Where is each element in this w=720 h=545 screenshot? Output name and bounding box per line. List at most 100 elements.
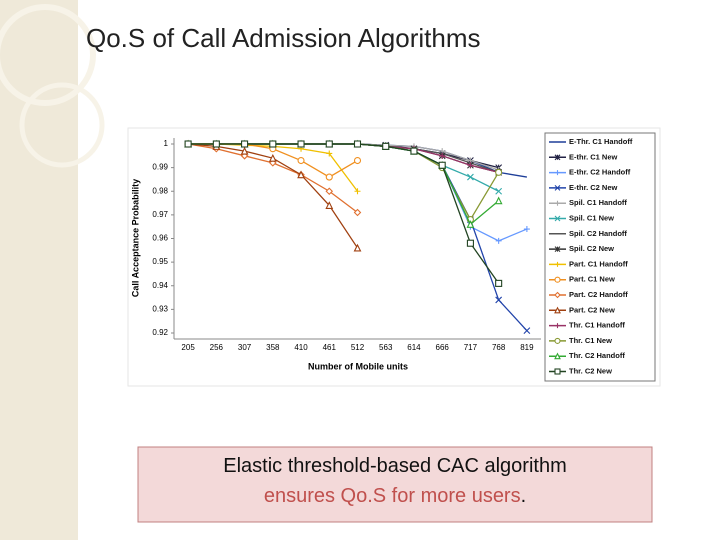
legend-marker <box>554 246 561 252</box>
data-point <box>410 147 418 155</box>
x-tick-label: 256 <box>210 343 224 352</box>
legend-label: Spil. C2 Handoff <box>569 229 627 238</box>
legend-label: Part. C2 Handoff <box>569 290 628 299</box>
data-point <box>325 201 334 209</box>
legend-marker <box>554 337 561 344</box>
caption-line: Elastic threshold-based CAC algorithm <box>223 455 567 477</box>
decor-circle <box>19 82 105 168</box>
caption-line: ensures Qo.S for more users. <box>264 485 526 507</box>
data-point <box>353 208 362 217</box>
data-point <box>297 156 305 165</box>
data-point <box>467 162 474 169</box>
y-tick-label: 0.94 <box>152 281 168 290</box>
data-point <box>325 173 333 181</box>
x-tick-label: 819 <box>520 343 534 352</box>
x-axis-label: Number of Mobile units <box>308 361 408 371</box>
legend-marker <box>555 200 560 206</box>
data-point <box>495 296 503 304</box>
y-tick-label: 0.92 <box>152 328 168 337</box>
legend-marker <box>554 352 561 360</box>
data-point <box>184 140 192 148</box>
legend-marker <box>554 291 561 299</box>
decor-circle <box>0 4 96 106</box>
data-point <box>325 140 333 148</box>
series-line <box>188 143 500 284</box>
x-tick-label: 307 <box>238 343 252 352</box>
data-point <box>523 226 530 233</box>
data-point <box>240 146 249 155</box>
legend-label: Thr. C2 Handoff <box>569 351 625 360</box>
legend-label: Spil. C2 New <box>569 244 614 253</box>
data-point <box>297 170 305 179</box>
y-tick-label: 0.97 <box>152 210 168 219</box>
y-tick-label: 0.93 <box>152 304 168 313</box>
data-point <box>523 327 531 335</box>
y-tick-label: 0.95 <box>152 257 168 266</box>
caption-text: Elastic threshold-based CAC algorithm <box>223 455 567 477</box>
data-point <box>495 168 503 176</box>
legend-box <box>544 132 656 382</box>
legend-marker <box>554 154 561 161</box>
legend-marker <box>555 170 560 176</box>
data-point <box>212 140 220 148</box>
y-tick-label: 0.98 <box>152 186 168 195</box>
slide-title: Qo.S of Call Admission Algorithms <box>86 23 481 53</box>
legend-marker <box>554 276 561 283</box>
legend-label: Thr. C1 Handoff <box>569 321 625 330</box>
y-tick-label: 0.96 <box>152 234 168 243</box>
legend-marker <box>554 185 561 191</box>
x-tick-label: 563 <box>379 343 393 352</box>
y-tick-label: 0.99 <box>152 163 168 172</box>
x-tick-label: 768 <box>492 343 506 352</box>
y-axis-label: Call Acceptance Probability <box>130 179 140 297</box>
data-point <box>495 187 503 195</box>
data-point <box>494 196 503 205</box>
data-point <box>466 239 474 247</box>
legend-marker <box>554 368 561 375</box>
data-point <box>439 152 446 159</box>
legend-label: Part. C1 Handoff <box>569 259 628 268</box>
data-point <box>382 142 390 150</box>
x-tick-label: 717 <box>464 343 478 352</box>
legend-label: Part. C1 New <box>569 275 615 284</box>
x-tick-label: 410 <box>294 343 308 352</box>
data-point <box>297 140 305 148</box>
data-point <box>495 279 503 287</box>
legend-marker <box>554 306 561 314</box>
legend-label: Spil. C1 New <box>569 213 614 222</box>
caption-text: . <box>521 485 527 507</box>
x-tick-label: 461 <box>323 343 337 352</box>
data-point <box>495 237 502 244</box>
data-point <box>467 173 474 181</box>
legend-label: E-Thr. C1 Handoff <box>569 137 633 146</box>
side-strip <box>0 0 78 540</box>
legend-label: Part. C2 New <box>569 305 615 314</box>
data-point <box>241 140 249 148</box>
caption-box <box>137 446 653 523</box>
data-point <box>466 220 475 228</box>
legend-marker <box>555 323 560 329</box>
legend-label: Spil. C1 Handoff <box>569 198 627 207</box>
legend-marker <box>555 261 560 267</box>
x-tick-label: 614 <box>407 343 421 352</box>
x-tick-label: 358 <box>266 343 280 352</box>
data-point <box>269 140 277 148</box>
x-tick-label: 205 <box>181 343 195 352</box>
legend-label: E-thr. C2 New <box>569 183 618 192</box>
legend-marker <box>554 215 561 222</box>
data-point <box>326 150 333 157</box>
legend-label: Thr. C2 New <box>569 366 612 375</box>
data-point <box>268 153 277 162</box>
caption-text: ensures Qo.S for more users <box>264 485 521 507</box>
data-point <box>354 188 361 195</box>
y-tick-label: 1 <box>164 139 169 148</box>
legend-label: E-thr. C1 New <box>569 152 618 161</box>
legend-label: Thr. C1 New <box>569 336 612 345</box>
x-tick-label: 512 <box>351 343 365 352</box>
data-point <box>353 156 362 165</box>
data-point <box>438 161 446 169</box>
legend-label: E-thr. C2 Handoff <box>569 168 631 177</box>
data-point <box>353 243 362 252</box>
x-tick-label: 666 <box>436 343 450 352</box>
